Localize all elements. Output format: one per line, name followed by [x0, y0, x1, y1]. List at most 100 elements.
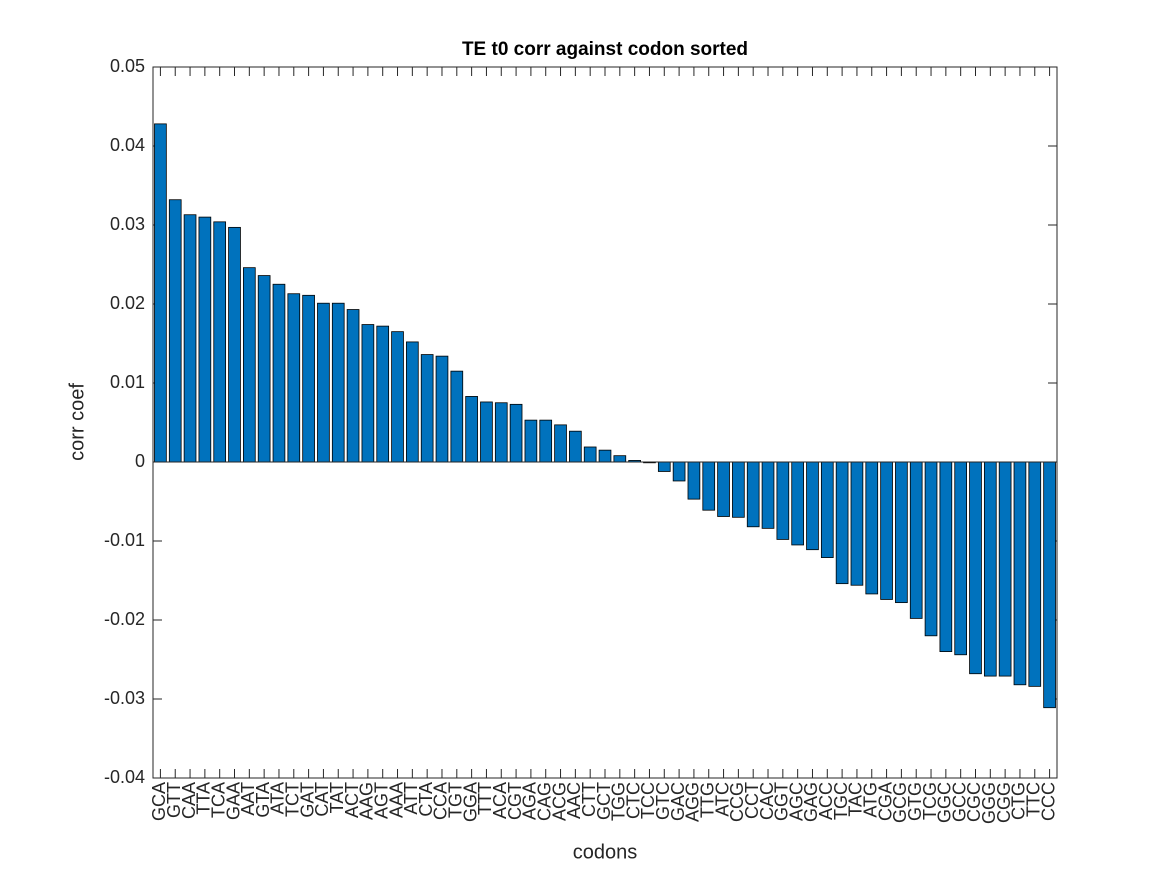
- x-tick-label: AGA: [520, 782, 540, 820]
- bar: [257, 275, 271, 463]
- x-tick-label: ATA: [268, 782, 288, 814]
- bar: [776, 461, 790, 540]
- x-tick-label: CAA: [179, 782, 199, 819]
- bar: [450, 370, 464, 463]
- x-tick-label: AAA: [386, 782, 406, 818]
- x-tick-label: CTA: [416, 782, 436, 817]
- bar: [242, 267, 256, 463]
- bar: [346, 309, 360, 463]
- x-tick-label: GCC: [949, 782, 969, 822]
- bar: [895, 461, 908, 604]
- bar: [657, 461, 671, 472]
- x-tick-label: GGC: [935, 782, 955, 823]
- y-tick-label: 0.05: [110, 56, 145, 76]
- x-tick-label: GTG: [905, 782, 925, 821]
- x-tick-label: CAC: [757, 782, 777, 820]
- bar: [835, 461, 849, 585]
- bar: [806, 461, 819, 551]
- x-tick-label: AAC: [564, 782, 584, 819]
- bar: [1013, 461, 1027, 686]
- x-tick-label: GGT: [772, 782, 792, 821]
- bar: [302, 294, 315, 463]
- bar: [791, 461, 804, 546]
- x-tick-label: GTT: [164, 782, 184, 818]
- bar: [761, 461, 775, 529]
- x-tick-label: TCT: [283, 782, 303, 817]
- x-tick-label: CCC: [1038, 782, 1058, 821]
- bar: [554, 424, 567, 463]
- x-tick-label: TTT: [475, 782, 495, 815]
- bar: [969, 461, 982, 675]
- x-tick-label: CTT: [579, 782, 599, 817]
- y-tick-label: 0.03: [110, 214, 145, 234]
- x-tick-label: CCG: [727, 782, 747, 822]
- bar: [746, 461, 760, 528]
- y-tick-label: -0.02: [104, 609, 145, 629]
- x-tick-label: TGC: [831, 782, 851, 820]
- x-tick-label: ACT: [342, 782, 362, 818]
- bar: [154, 123, 167, 463]
- bar: [1028, 461, 1042, 687]
- bar: [583, 446, 597, 463]
- bar: [465, 396, 478, 463]
- x-tick-label: GCA: [149, 782, 169, 821]
- chart-title: TE t0 corr against codon sorted: [462, 39, 748, 60]
- x-tick-label: CGC: [964, 782, 984, 822]
- bar: [672, 461, 686, 482]
- x-tick-label: CGT: [505, 782, 525, 820]
- bar: [539, 419, 553, 463]
- y-tick-label: 0.01: [110, 372, 145, 392]
- x-tick-label: GTC: [653, 782, 673, 820]
- x-tick-label: CCA: [431, 782, 451, 820]
- x-tick-label: TGG: [609, 782, 629, 821]
- bar: [613, 455, 627, 463]
- bar: [480, 401, 493, 463]
- x-tick-label: GGG: [979, 782, 999, 824]
- bar: [213, 221, 227, 463]
- bar: [909, 461, 923, 619]
- x-tick-label: TTC: [1024, 782, 1044, 817]
- x-tick-label: AAT: [238, 782, 258, 816]
- bar: [569, 430, 582, 463]
- x-tick-label: GCG: [890, 782, 910, 823]
- bar: [924, 461, 938, 637]
- x-tick-label: CGA: [875, 782, 895, 821]
- bar: [598, 449, 612, 463]
- bar: [494, 402, 508, 463]
- x-tick-label: GAC: [668, 782, 688, 821]
- x-tick-label: GAG: [801, 782, 821, 822]
- bar: [183, 214, 197, 463]
- x-tick-label: AGC: [786, 782, 806, 821]
- x-tick-label: CCT: [742, 782, 762, 819]
- y-tick-label: -0.03: [104, 688, 145, 708]
- bar: [509, 403, 523, 463]
- y-tick-label: -0.04: [104, 767, 145, 787]
- x-axis-label: codons: [573, 841, 638, 863]
- x-tick-label: ATG: [861, 782, 881, 818]
- x-tick-label: ACA: [490, 782, 510, 819]
- bar: [391, 331, 404, 463]
- x-tick-label: GGA: [460, 782, 480, 822]
- x-tick-label: TAT: [327, 782, 347, 813]
- bar: [820, 461, 834, 558]
- bar: [361, 324, 375, 463]
- bar: [717, 461, 730, 517]
- bar: [850, 461, 864, 586]
- x-tick-label: TAC: [846, 782, 866, 817]
- x-tick-label: ACC: [816, 782, 836, 820]
- x-tick-label: GTA: [253, 782, 273, 818]
- x-tick-label: AAG: [357, 782, 377, 820]
- bar: [983, 461, 997, 677]
- x-tick-label: ATT: [401, 782, 421, 815]
- x-tick-label: TCA: [208, 782, 228, 818]
- bar: [168, 199, 182, 463]
- x-tick-label: CAG: [534, 782, 554, 821]
- bar: [420, 354, 434, 463]
- x-tick-label: CAT: [312, 782, 332, 817]
- bar: [331, 302, 345, 463]
- bar: [272, 283, 286, 463]
- y-tick-label: 0: [135, 451, 145, 471]
- bar: [880, 461, 893, 600]
- bar: [865, 461, 879, 595]
